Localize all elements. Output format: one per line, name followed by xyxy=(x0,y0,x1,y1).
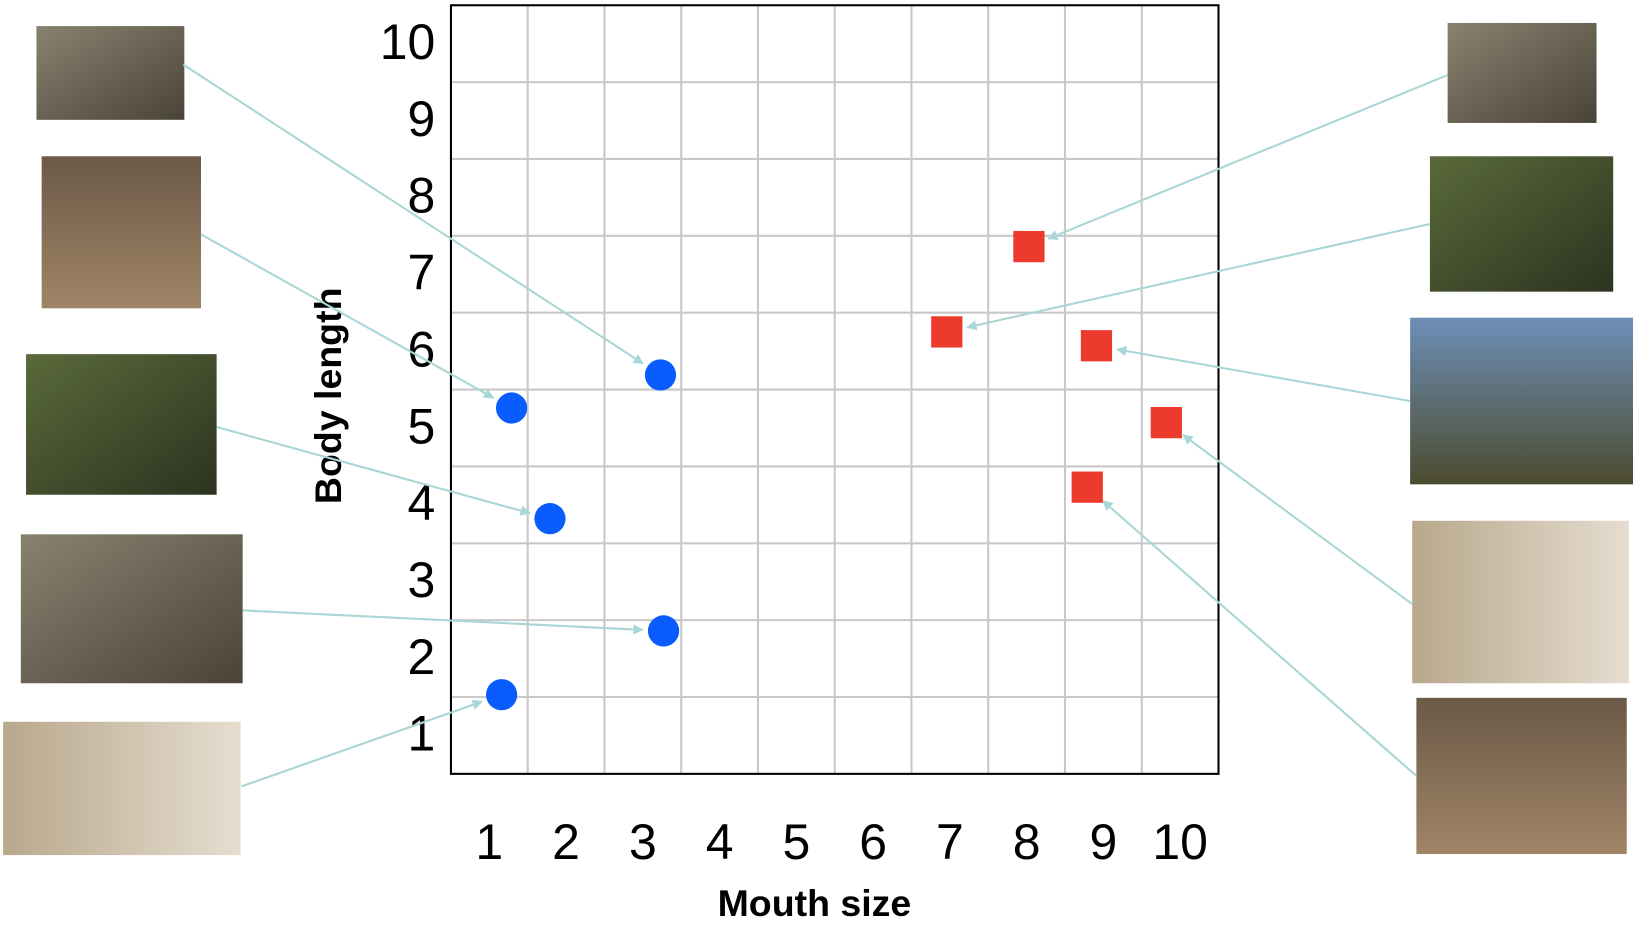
crocodile-photo xyxy=(1429,156,1614,292)
point xyxy=(1080,330,1113,362)
x-tick-label: 9 xyxy=(1089,814,1117,870)
crocodile-photo xyxy=(3,721,241,856)
point xyxy=(495,392,528,424)
y-tick-label: 4 xyxy=(408,475,436,531)
connector-arrow xyxy=(1115,345,1411,403)
y-axis-label: Body length xyxy=(307,288,349,505)
x-tick-label: 3 xyxy=(629,814,657,870)
connector-arrow xyxy=(182,63,644,365)
connector-arrow xyxy=(241,699,483,788)
x-tick-label: 2 xyxy=(552,814,580,870)
plot-frame xyxy=(449,4,1220,775)
y-tick-label: 3 xyxy=(408,552,436,608)
y-tick-label: 10 xyxy=(380,14,436,70)
x-axis-label: Mouth size xyxy=(718,882,912,924)
point xyxy=(534,503,566,535)
connector-arrow xyxy=(216,426,531,516)
y-tick-label: 5 xyxy=(408,398,436,454)
connector-arrow xyxy=(1182,434,1413,605)
point xyxy=(647,615,680,647)
y-tick-label: 2 xyxy=(408,629,436,685)
x-tick-label: 6 xyxy=(859,814,887,870)
crocodile-photo xyxy=(1410,317,1633,485)
x-tick-label: 10 xyxy=(1152,814,1208,870)
connector-arrow xyxy=(966,222,1431,331)
point xyxy=(1150,406,1182,439)
y-tick-label: 7 xyxy=(408,245,436,301)
crocodile-photo xyxy=(1412,520,1629,684)
x-tick-label: 5 xyxy=(782,814,810,870)
connector-arrow xyxy=(1047,74,1449,240)
y-tick-label: 8 xyxy=(408,168,436,224)
crocodile-photo xyxy=(1416,697,1627,855)
point xyxy=(644,359,677,391)
x-tick-label: 7 xyxy=(936,814,964,870)
point xyxy=(485,679,518,711)
crocodile-photo xyxy=(20,534,243,684)
connector-arrow xyxy=(242,609,644,635)
photos xyxy=(3,22,1633,856)
point xyxy=(1071,471,1103,503)
connector-arrow xyxy=(200,233,495,399)
point xyxy=(1013,230,1045,263)
y-tick-label: 1 xyxy=(408,706,436,762)
crocodile-photo xyxy=(41,156,202,309)
x-tick-label: 8 xyxy=(1013,814,1041,870)
crocodile-photo xyxy=(1447,22,1597,123)
y-tick-label: 6 xyxy=(408,321,436,377)
crocodile-photo xyxy=(36,26,185,120)
x-tick-label: 4 xyxy=(706,814,734,870)
crocodile-photo xyxy=(26,354,217,495)
connector-arrow xyxy=(1102,500,1418,777)
x-tick-label: 1 xyxy=(475,814,503,870)
point xyxy=(931,316,963,348)
y-tick-label: 9 xyxy=(408,91,436,147)
